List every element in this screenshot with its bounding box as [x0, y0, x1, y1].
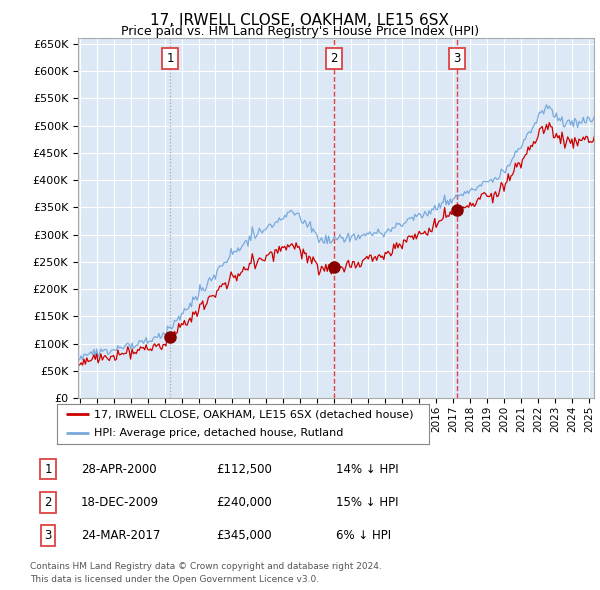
- Text: 28-APR-2000: 28-APR-2000: [81, 463, 157, 476]
- Text: 1: 1: [44, 463, 52, 476]
- Text: 1: 1: [166, 52, 174, 65]
- Text: 3: 3: [454, 52, 461, 65]
- Text: 14% ↓ HPI: 14% ↓ HPI: [336, 463, 398, 476]
- Text: Contains HM Land Registry data © Crown copyright and database right 2024.: Contains HM Land Registry data © Crown c…: [30, 562, 382, 571]
- Text: £112,500: £112,500: [216, 463, 272, 476]
- Text: 17, IRWELL CLOSE, OAKHAM, LE15 6SX (detached house): 17, IRWELL CLOSE, OAKHAM, LE15 6SX (deta…: [94, 409, 414, 419]
- Text: 3: 3: [44, 529, 52, 542]
- Text: 17, IRWELL CLOSE, OAKHAM, LE15 6SX: 17, IRWELL CLOSE, OAKHAM, LE15 6SX: [151, 13, 449, 28]
- Text: 6% ↓ HPI: 6% ↓ HPI: [336, 529, 391, 542]
- Text: £345,000: £345,000: [216, 529, 272, 542]
- Text: Price paid vs. HM Land Registry's House Price Index (HPI): Price paid vs. HM Land Registry's House …: [121, 25, 479, 38]
- Text: HPI: Average price, detached house, Rutland: HPI: Average price, detached house, Rutl…: [94, 428, 344, 438]
- Text: 15% ↓ HPI: 15% ↓ HPI: [336, 496, 398, 509]
- Text: 2: 2: [44, 496, 52, 509]
- Text: 18-DEC-2009: 18-DEC-2009: [81, 496, 159, 509]
- Text: This data is licensed under the Open Government Licence v3.0.: This data is licensed under the Open Gov…: [30, 575, 319, 584]
- Text: £240,000: £240,000: [216, 496, 272, 509]
- Text: 24-MAR-2017: 24-MAR-2017: [81, 529, 160, 542]
- Text: 2: 2: [330, 52, 337, 65]
